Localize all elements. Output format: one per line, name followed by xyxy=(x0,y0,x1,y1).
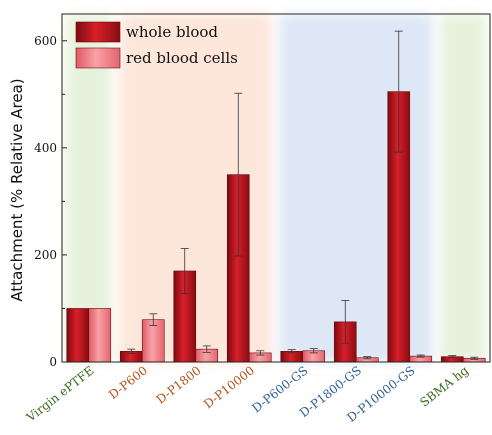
error-bar-1-6 xyxy=(416,354,425,358)
error-bar-0-2 xyxy=(180,248,189,294)
error-bar-1-1 xyxy=(149,313,158,326)
bar-whole-blood-0 xyxy=(66,308,90,363)
y-tick-label: 600 xyxy=(34,34,57,48)
category-label-2: D-P1800 xyxy=(154,363,204,406)
category-label-1: D-P600 xyxy=(106,363,150,402)
legend-label-0: whole blood xyxy=(126,23,218,41)
legend-label-1: red blood cells xyxy=(126,49,238,67)
error-bar-1-2 xyxy=(202,345,211,353)
legend: whole blood red blood cells xyxy=(75,21,238,69)
bar-red-blood-cells-0 xyxy=(88,308,112,363)
y-tick-label: 0 xyxy=(49,355,57,369)
background-band-3 xyxy=(440,14,486,362)
error-bar-1-3 xyxy=(256,350,265,356)
category-label-0: Virgin ePTFE xyxy=(23,363,97,425)
bar-red-blood-cells-1 xyxy=(141,319,165,363)
legend-swatch-0 xyxy=(75,21,121,43)
axes-layer xyxy=(61,13,491,363)
error-bar-1-5 xyxy=(363,356,372,360)
plot-frame xyxy=(61,13,491,363)
error-bar-0-6 xyxy=(394,30,403,153)
error-bar-1-4 xyxy=(309,348,318,354)
error-bar-0-5 xyxy=(341,300,350,344)
error-bars-layer xyxy=(127,30,479,360)
category-labels-layer: Virgin ePTFE D-P600 D-P1800D-P10000D-P600-… xyxy=(23,363,471,425)
category-label-7: SBMA hg xyxy=(417,363,471,409)
y-ticks-layer: 0 200 400 600 xyxy=(34,34,67,369)
y-axis-label: Attachment (% Relative Area) xyxy=(8,78,26,301)
error-bar-0-7 xyxy=(448,355,457,359)
y-tick-label: 200 xyxy=(34,248,57,262)
background-band-0 xyxy=(66,14,112,362)
legend-swatch-1 xyxy=(75,47,121,69)
error-bar-0-3 xyxy=(234,92,243,257)
error-bar-0-4 xyxy=(287,349,296,354)
error-bar-1-7 xyxy=(470,356,479,360)
y-tick-label: 400 xyxy=(34,141,57,155)
error-bar-0-1 xyxy=(127,348,136,354)
